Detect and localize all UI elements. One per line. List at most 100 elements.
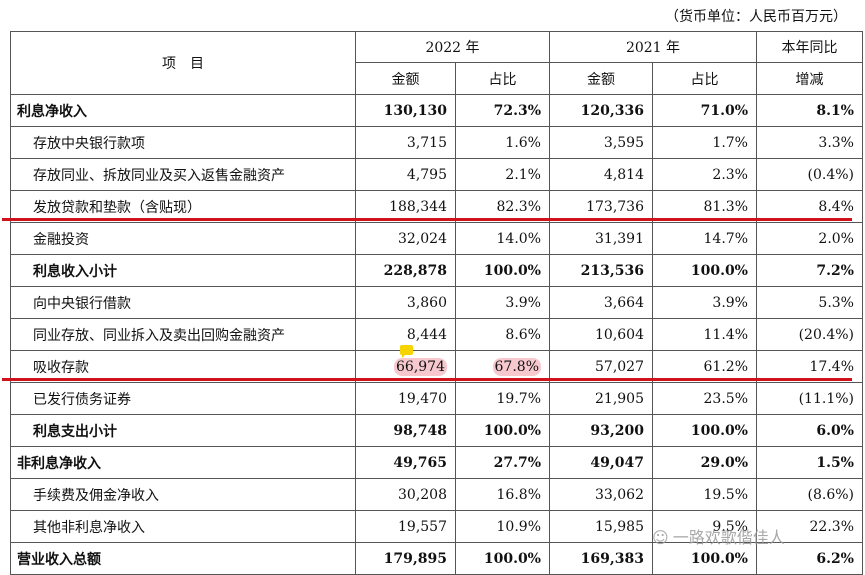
table-row: 手续费及佣金净收入 30,208 16.8% 33,062 19.5% (8.6… xyxy=(10,478,863,511)
table-row: 其他非利息净收入 19,557 10.9% 15,985 9.5% 22.3% xyxy=(10,510,863,543)
watermark: ☺ 一路欢歌偕佳人 xyxy=(652,524,785,548)
amount-2021: 120,336 xyxy=(549,94,653,127)
share-2021: 29.0% xyxy=(652,446,757,479)
share-2021: 23.5% xyxy=(652,382,757,415)
share-2022: 72.3% xyxy=(455,94,550,127)
table-row: 已发行债务证券 19,470 19.7% 21,905 23.5% (11.1%… xyxy=(10,382,863,415)
amount-2021: 31,391 xyxy=(549,222,653,255)
share-2021: 1.7% xyxy=(652,126,757,159)
yoy-change: 8.4% xyxy=(756,190,863,223)
amount-2021: 15,985 xyxy=(549,510,653,543)
share-2022: 3.9% xyxy=(455,286,550,319)
row-label: 非利息净收入 xyxy=(10,446,356,479)
share-2022: 19.7% xyxy=(455,382,550,415)
row-label: 金融投资 xyxy=(10,222,356,255)
share-2021: 100.0% xyxy=(652,254,757,287)
amount-2021: 10,604 xyxy=(549,318,653,351)
row-label: 营业收入总额 xyxy=(10,542,356,575)
amount-2022: 19,557 xyxy=(355,510,456,543)
header-share-2021: 占比 xyxy=(652,62,757,95)
share-2021: 3.9% xyxy=(652,286,757,319)
share-2021: 14.7% xyxy=(652,222,757,255)
amount-2022: 3,715 xyxy=(355,126,456,159)
wechat-icon: ☺ xyxy=(652,528,669,547)
yoy-change: 17.4% xyxy=(756,350,863,383)
share-2021: 9.5% xyxy=(652,510,757,543)
table-row: 存放中央银行款项 3,715 1.6% 3,595 1.7% 3.3% xyxy=(10,126,863,159)
table-row: 营业收入总额 179,895 100.0% 169,383 100.0% 6.2… xyxy=(10,542,863,575)
amount-2022: 19,470 xyxy=(355,382,456,415)
header-year-2021: 2021 年 xyxy=(549,31,757,63)
amount-2022: 130,130 xyxy=(355,94,456,127)
share-2022: 2.1% xyxy=(455,158,550,191)
yoy-change: 6.0% xyxy=(756,414,863,447)
amount-2021: 3,595 xyxy=(549,126,653,159)
share-2022: 1.6% xyxy=(455,126,550,159)
yoy-change: (20.4%) xyxy=(756,318,863,351)
highlighted-value: 66,974 xyxy=(394,357,447,376)
comment-note-icon xyxy=(400,345,413,358)
amount-2022: 179,895 xyxy=(355,542,456,575)
amount-2021: 49,047 xyxy=(549,446,653,479)
table-row: 非利息净收入 49,765 27.7% 49,047 29.0% 1.5% xyxy=(10,446,863,479)
yoy-change: 5.3% xyxy=(756,286,863,319)
amount-2022: 188,344 xyxy=(355,190,456,223)
header-yoy-change: 增减 xyxy=(756,62,863,95)
red-underline-loans xyxy=(2,218,852,221)
amount-2022: 32,024 xyxy=(355,222,456,255)
share-2021: 19.5% xyxy=(652,478,757,511)
share-2022: 100.0% xyxy=(455,254,550,287)
yoy-change: 7.2% xyxy=(756,254,863,287)
row-label: 其他非利息净收入 xyxy=(10,510,356,543)
amount-2021: 3,664 xyxy=(549,286,653,319)
row-label: 利息收入小计 xyxy=(10,254,356,287)
header-year-2022: 2022 年 xyxy=(355,31,550,63)
watermark-text: 一路欢歌偕佳人 xyxy=(672,528,785,547)
header-share-2022: 占比 xyxy=(455,62,550,95)
row-label: 利息支出小计 xyxy=(10,414,356,447)
yoy-change: 2.0% xyxy=(756,222,863,255)
row-label: 存放中央银行款项 xyxy=(10,126,356,159)
row-label: 向中央银行借款 xyxy=(10,286,356,319)
amount-2021: 21,905 xyxy=(549,382,653,415)
amount-2021: 4,814 xyxy=(549,158,653,191)
amount-2022: 228,878 xyxy=(355,254,456,287)
table-row: 同业存放、同业拆入及卖出回购金融资产 8,444 8.6% 10,604 11.… xyxy=(10,318,863,351)
yoy-change: (0.4%) xyxy=(756,158,863,191)
table-row: 利息支出小计 98,748 100.0% 93,200 100.0% 6.0% xyxy=(10,414,863,447)
amount-2021: 33,062 xyxy=(549,478,653,511)
header-item: 项 目 xyxy=(10,31,356,95)
header-amount-2022: 金额 xyxy=(355,62,456,95)
row-label: 同业存放、同业拆入及卖出回购金融资产 xyxy=(10,318,356,351)
amount-2022: 49,765 xyxy=(355,446,456,479)
table-row: 向中央银行借款 3,860 3.9% 3,664 3.9% 5.3% xyxy=(10,286,863,319)
table-row: 发放贷款和垫款（含贴现） 188,344 82.3% 173,736 81.3%… xyxy=(10,190,863,223)
yoy-change: 8.1% xyxy=(756,94,863,127)
share-2021: 2.3% xyxy=(652,158,757,191)
header-amount-2021: 金额 xyxy=(549,62,653,95)
amount-2021: 213,536 xyxy=(549,254,653,287)
yoy-change: 6.2% xyxy=(756,542,863,575)
header-yoy: 本年同比 xyxy=(756,31,863,63)
row-label: 利息净收入 xyxy=(10,94,356,127)
row-label: 已发行债务证券 xyxy=(10,382,356,415)
share-2022: 100.0% xyxy=(455,542,550,575)
share-2022: 67.8% xyxy=(455,350,550,383)
share-2022: 10.9% xyxy=(455,510,550,543)
share-2022: 14.0% xyxy=(455,222,550,255)
share-2021: 100.0% xyxy=(652,414,757,447)
yoy-change: 3.3% xyxy=(756,126,863,159)
row-label: 存放同业、拆放同业及买入返售金融资产 xyxy=(10,158,356,191)
amount-2021: 93,200 xyxy=(549,414,653,447)
share-2022: 16.8% xyxy=(455,478,550,511)
amount-2022: 98,748 xyxy=(355,414,456,447)
row-label: 手续费及佣金净收入 xyxy=(10,478,356,511)
table-row: 利息收入小计 228,878 100.0% 213,536 100.0% 7.2… xyxy=(10,254,863,287)
unit-note: （货币单位：人民币百万元） xyxy=(665,9,847,25)
table-row: 存放同业、拆放同业及买入返售金融资产 4,795 2.1% 4,814 2.3%… xyxy=(10,158,863,191)
share-2021: 71.0% xyxy=(652,94,757,127)
share-2022: 100.0% xyxy=(455,414,550,447)
yoy-change: (11.1%) xyxy=(756,382,863,415)
row-label: 发放贷款和垫款（含贴现） xyxy=(10,190,356,223)
amount-2022: 30,208 xyxy=(355,478,456,511)
